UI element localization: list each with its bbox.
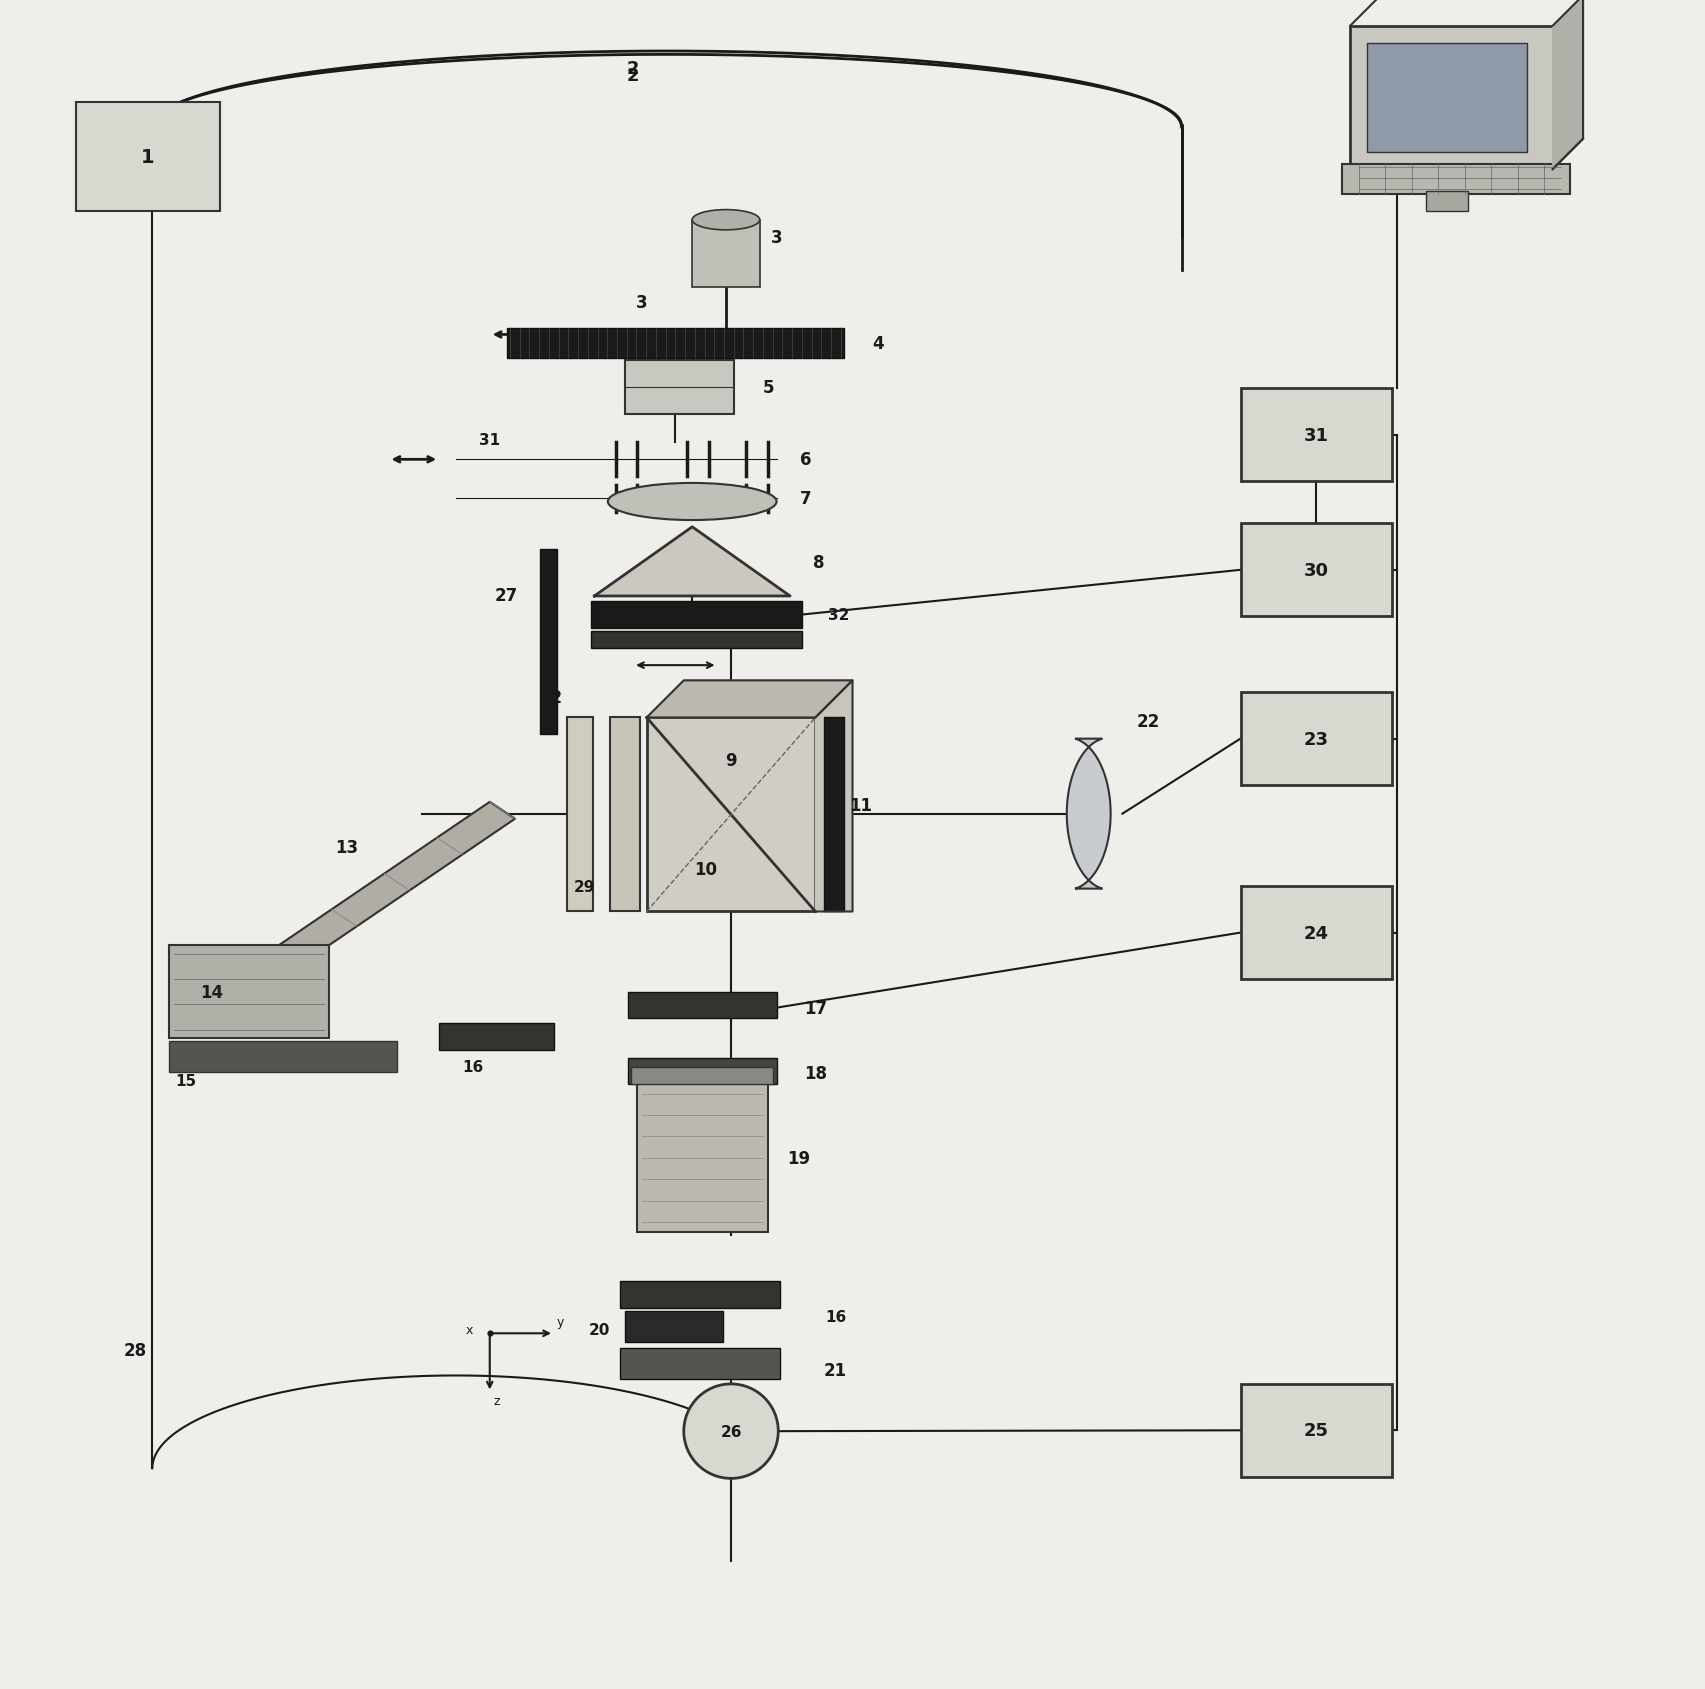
Bar: [619, 1350, 779, 1378]
Text: 3: 3: [771, 228, 783, 247]
Bar: [619, 1282, 779, 1309]
Text: 19: 19: [788, 1149, 810, 1167]
Bar: [506, 329, 844, 358]
Text: 14: 14: [199, 983, 223, 1002]
Bar: [624, 360, 735, 414]
Text: 20: 20: [588, 1322, 610, 1338]
Text: 2: 2: [627, 59, 639, 78]
Bar: [1425, 193, 1468, 213]
Text: 27: 27: [494, 586, 518, 605]
Text: 17: 17: [803, 1000, 827, 1017]
Bar: [636, 1084, 769, 1233]
Text: 4: 4: [871, 334, 883, 353]
Text: 25: 25: [1304, 1422, 1328, 1439]
Bar: [169, 946, 329, 1039]
Text: 13: 13: [334, 839, 358, 856]
PathPatch shape: [1067, 740, 1110, 888]
Text: 24: 24: [1304, 924, 1328, 942]
Polygon shape: [646, 681, 852, 718]
Text: 32: 32: [829, 608, 849, 623]
Text: 7: 7: [800, 490, 812, 508]
Bar: [592, 601, 801, 628]
Bar: [540, 549, 558, 735]
Bar: [1342, 166, 1570, 196]
Text: 31: 31: [479, 432, 500, 448]
Text: 12: 12: [539, 689, 563, 706]
Text: 11: 11: [849, 796, 873, 814]
Polygon shape: [280, 802, 515, 963]
Bar: [610, 718, 639, 912]
Bar: [627, 993, 776, 1018]
Bar: [627, 1059, 776, 1084]
Text: 18: 18: [803, 1064, 827, 1083]
Polygon shape: [1553, 0, 1582, 171]
Text: 16: 16: [825, 1309, 846, 1324]
Bar: [1241, 388, 1393, 481]
Bar: [440, 1024, 554, 1051]
Text: 16: 16: [462, 1059, 484, 1074]
Text: 10: 10: [694, 860, 718, 878]
Text: 29: 29: [573, 880, 595, 893]
Bar: [1350, 27, 1553, 171]
Text: 28: 28: [124, 1341, 147, 1360]
Ellipse shape: [692, 211, 760, 231]
Text: 8: 8: [813, 554, 825, 573]
Bar: [169, 1042, 397, 1073]
Text: 3: 3: [636, 294, 648, 312]
Text: 9: 9: [725, 752, 737, 770]
Bar: [624, 1312, 723, 1343]
Text: 1: 1: [142, 149, 155, 167]
Ellipse shape: [609, 483, 776, 520]
Bar: [646, 718, 815, 912]
Bar: [568, 718, 593, 912]
Text: 26: 26: [720, 1424, 742, 1439]
Polygon shape: [815, 681, 852, 912]
Text: 21: 21: [824, 1361, 847, 1380]
Bar: [692, 221, 760, 289]
Polygon shape: [595, 527, 789, 596]
Bar: [1241, 524, 1393, 616]
Bar: [631, 1067, 772, 1084]
Bar: [592, 632, 801, 649]
Text: x: x: [465, 1324, 474, 1336]
Text: 31: 31: [1304, 427, 1328, 444]
Bar: [1241, 1383, 1393, 1476]
Text: y: y: [558, 1316, 564, 1328]
Text: 2: 2: [627, 66, 639, 84]
Text: 30: 30: [1304, 561, 1328, 579]
Text: 6: 6: [800, 451, 812, 470]
Text: 5: 5: [762, 378, 774, 397]
Text: 23: 23: [1304, 730, 1328, 748]
Text: 22: 22: [1136, 713, 1159, 730]
Bar: [77, 103, 220, 213]
Bar: [1241, 887, 1393, 980]
Bar: [1367, 44, 1528, 154]
Text: z: z: [493, 1395, 500, 1407]
Bar: [824, 718, 844, 912]
Circle shape: [684, 1383, 777, 1478]
Text: 15: 15: [176, 1073, 196, 1088]
Bar: [1241, 692, 1393, 785]
